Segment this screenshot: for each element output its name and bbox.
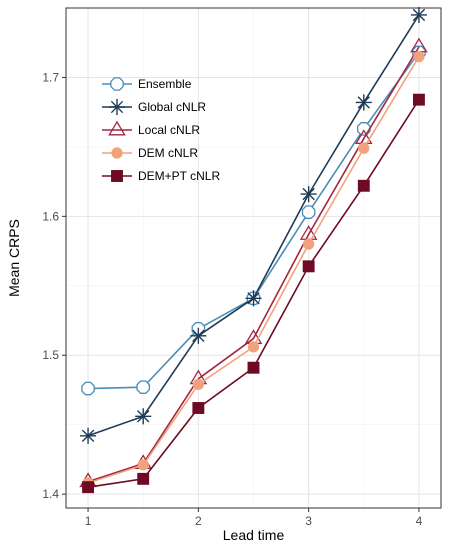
data-point xyxy=(300,186,317,203)
data-point xyxy=(192,378,204,390)
asterisk-stroke xyxy=(357,96,370,109)
series-5 xyxy=(82,93,425,494)
legend-label: Global cNLR xyxy=(138,100,206,114)
grid-major xyxy=(66,8,441,508)
asterisk-stroke xyxy=(81,429,95,442)
data-point xyxy=(190,327,207,344)
data-point xyxy=(247,341,260,353)
x-tick-label: 2 xyxy=(195,514,202,528)
y-tick-label: 1.5 xyxy=(42,348,59,362)
panel-border xyxy=(65,7,442,509)
legend-key-marker xyxy=(108,120,126,136)
data-point xyxy=(137,459,149,471)
asterisk-stroke xyxy=(247,292,260,305)
data-point xyxy=(247,361,260,374)
legend-key-marker xyxy=(111,147,123,159)
y-tick-label: 1.4 xyxy=(42,487,59,501)
asterisk-stroke xyxy=(137,410,150,423)
x-tick-label: 4 xyxy=(416,514,423,528)
legend: Ensemble Global cNLR Local cNLR DEM cNLR DEM… xyxy=(102,77,220,183)
data-point xyxy=(135,408,152,425)
series-layer xyxy=(79,6,428,494)
legend-item: Local cNLR xyxy=(102,120,200,137)
data-point xyxy=(412,93,425,106)
series-4 xyxy=(82,51,425,489)
data-point xyxy=(301,205,316,219)
data-point xyxy=(358,142,370,154)
data-point xyxy=(80,427,97,444)
legend-label: DEM+PT cNLR xyxy=(138,169,220,183)
grid-minor xyxy=(66,8,441,508)
x-tick-label: 3 xyxy=(305,514,312,528)
data-point xyxy=(355,94,372,111)
data-point xyxy=(357,179,370,192)
asterisk-stroke xyxy=(412,8,426,22)
data-point xyxy=(410,6,427,23)
legend-key-marker xyxy=(110,77,124,91)
data-point xyxy=(356,122,371,136)
axis-ticks: 1 2 3 4 1.4 1.5 1.6 1.7 xyxy=(42,70,422,528)
asterisk-stroke xyxy=(110,100,124,114)
data-point xyxy=(192,402,205,414)
legend-item: Ensemble xyxy=(102,77,192,91)
data-point xyxy=(137,472,150,485)
y-tick-label: 1.7 xyxy=(42,70,59,84)
data-point xyxy=(302,260,315,273)
legend-key-marker xyxy=(111,170,123,182)
data-point xyxy=(136,380,151,394)
data-point xyxy=(245,290,262,307)
legend-label: DEM cNLR xyxy=(138,146,198,160)
x-axis-title: Lead time xyxy=(223,527,285,543)
legend-item: DEM cNLR xyxy=(102,146,198,160)
data-point xyxy=(82,481,95,494)
y-axis-title: Mean CRPS xyxy=(6,219,22,297)
data-point xyxy=(413,51,425,63)
legend-label: Ensemble xyxy=(138,77,192,91)
legend-item: Global cNLR xyxy=(102,98,206,116)
data-point xyxy=(303,238,315,250)
plot-frame xyxy=(65,7,442,509)
y-tick-label: 1.6 xyxy=(42,209,59,223)
series-2 xyxy=(80,6,427,444)
data-point xyxy=(81,381,95,396)
asterisk-stroke xyxy=(302,187,315,201)
legend-key-marker xyxy=(108,98,126,116)
x-tick-label: 1 xyxy=(85,514,92,528)
legend-item: DEM+PT cNLR xyxy=(102,169,220,183)
legend-label: Local cNLR xyxy=(138,123,200,137)
asterisk-stroke xyxy=(192,329,205,342)
